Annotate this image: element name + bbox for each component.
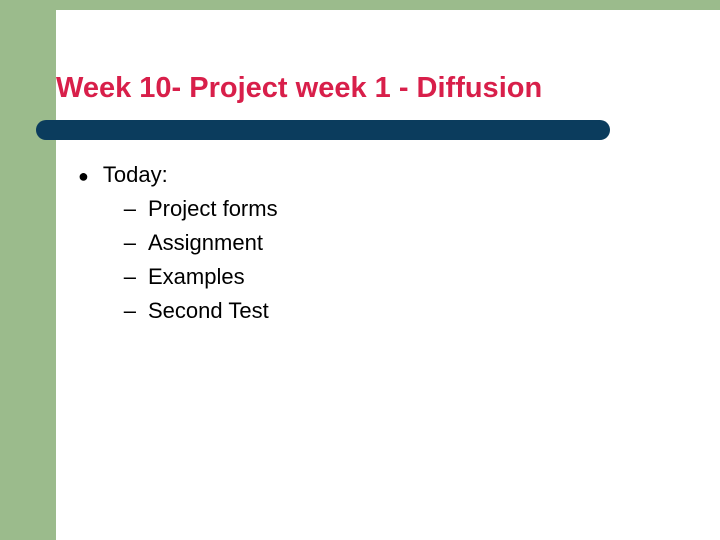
green-top-strip [0, 0, 720, 10]
sub-item-label: Examples [148, 260, 245, 294]
sub-item-label: Second Test [148, 294, 269, 328]
sub-item-label: Assignment [148, 226, 263, 260]
sub-item: – Assignment [122, 226, 278, 260]
bullet-row: ● Today: [78, 158, 278, 192]
sub-item: – Second Test [122, 294, 278, 328]
bullet-disc-icon: ● [78, 165, 89, 187]
dash-icon: – [122, 260, 136, 294]
slide-title: Week 10- Project week 1 - Diffusion [56, 72, 542, 105]
sub-item: – Project forms [122, 192, 278, 226]
dash-icon: – [122, 226, 136, 260]
sub-item: – Examples [122, 260, 278, 294]
accent-bar [36, 120, 610, 140]
dash-icon: – [122, 294, 136, 328]
slide-body: ● Today: – Project forms – Assignment – … [78, 158, 278, 328]
bullet-label: Today: [103, 158, 168, 192]
sub-list: – Project forms – Assignment – Examples … [122, 192, 278, 328]
green-side-block [0, 0, 56, 540]
dash-icon: – [122, 192, 136, 226]
sub-item-label: Project forms [148, 192, 278, 226]
